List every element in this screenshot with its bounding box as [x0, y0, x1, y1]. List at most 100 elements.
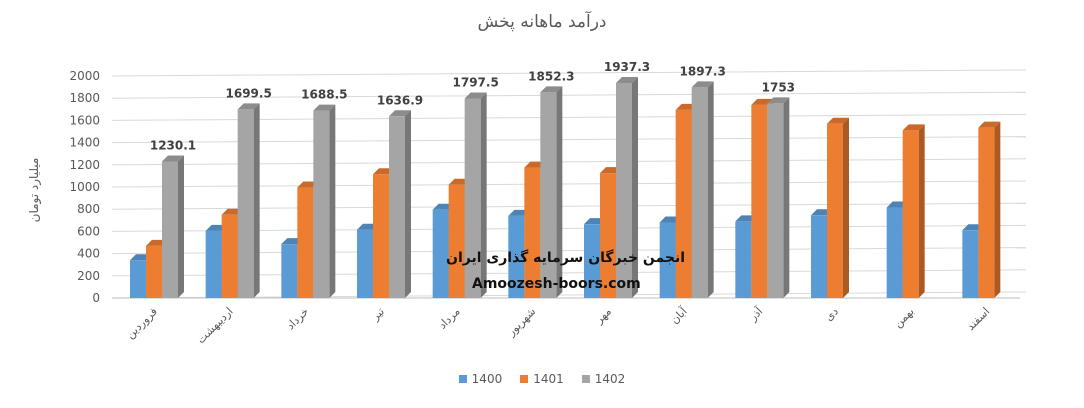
data-label: 1636.9: [377, 93, 423, 107]
x-tick-label: شهریور: [504, 305, 538, 339]
gridline: [111, 202, 1027, 210]
bar-1401: [902, 130, 919, 298]
y-tick-label: 400: [77, 247, 100, 261]
legend: 1400 1401 1402: [0, 372, 1084, 386]
x-tick-label: اردیبهشت: [194, 305, 235, 346]
y-tick-label: 800: [77, 202, 100, 216]
bar-top: [237, 103, 260, 110]
gridline: [111, 91, 1027, 99]
bar-1402: [313, 110, 330, 298]
legend-label-1401: 1401: [533, 372, 564, 386]
x-tick-label: دی: [822, 305, 841, 324]
bar-1400: [432, 209, 449, 298]
x-tick-label: مهر: [592, 305, 614, 327]
bar-1400: [130, 260, 146, 298]
bar-1402: [691, 87, 708, 299]
x-tick-label: مرداد: [436, 305, 463, 332]
data-label: 1699.5: [226, 86, 272, 100]
bar-top: [162, 155, 184, 162]
bar-top: [902, 124, 925, 131]
bar-1401: [751, 104, 768, 298]
gridline: [111, 69, 1027, 77]
bar-1402: [540, 92, 557, 298]
bar-top: [767, 97, 790, 104]
bar-1400: [962, 230, 979, 298]
bar-top: [540, 86, 563, 93]
bar-side: [178, 155, 184, 298]
legend-swatch-1402: [581, 375, 590, 383]
bar-1401: [675, 109, 692, 298]
legend-swatch-1400: [458, 375, 467, 383]
x-tick-label: فروردین: [124, 305, 160, 341]
y-tick-label: 2000: [69, 69, 100, 83]
x-tick-label: اسفند: [964, 305, 992, 333]
chart-title: درآمد ماهانه پخش: [477, 12, 607, 32]
bar-1402: [237, 109, 254, 298]
bar-1401: [448, 184, 465, 298]
bar-side: [405, 110, 411, 298]
bar-side: [480, 92, 487, 298]
gridline: [111, 158, 1027, 166]
bar-1400: [508, 215, 525, 298]
data-label: 1230.1: [150, 138, 196, 152]
x-tick-label: آذر: [745, 304, 766, 325]
bar-top: [978, 121, 1001, 128]
bar-1402: [464, 98, 481, 298]
bar-side: [253, 103, 260, 298]
y-tick-label: 1600: [69, 113, 100, 127]
x-tick-label: آبان: [667, 304, 690, 327]
y-tick-label: 200: [77, 269, 100, 283]
data-label: 1937.3: [604, 60, 650, 74]
bar-side: [632, 76, 638, 298]
data-label: 1753: [762, 80, 795, 94]
data-label: 1852.3: [528, 69, 574, 83]
y-tick-label: 1400: [69, 136, 100, 150]
legend-item-1401: 1401: [520, 372, 564, 386]
bar-1400: [886, 207, 903, 298]
bar-1400: [205, 230, 222, 298]
y-tick-label: 0: [92, 291, 100, 305]
gridline: [111, 180, 1027, 188]
x-tick-label: تیر: [368, 305, 387, 324]
data-label: 1897.3: [680, 64, 726, 78]
bar-side: [994, 121, 1001, 299]
gridline: [111, 247, 1027, 255]
bar-1400: [735, 221, 752, 298]
bar-side: [556, 86, 563, 298]
bar-1402: [389, 116, 405, 298]
gridline: [111, 113, 1027, 121]
legend-swatch-1401: [520, 375, 529, 383]
bar-side: [329, 104, 336, 298]
bar-1400: [659, 222, 676, 298]
bar-top: [389, 110, 411, 117]
y-tick-label: 600: [77, 224, 100, 238]
legend-item-1400: 1400: [458, 372, 503, 386]
bar-1401: [524, 167, 541, 298]
bar-side: [783, 97, 790, 299]
bar-top: [691, 81, 714, 88]
bar-1400: [811, 215, 827, 298]
bar-side: [843, 117, 849, 298]
gridline: [111, 291, 1027, 299]
data-label: 1797.5: [453, 75, 499, 89]
y-tick-label: 1800: [69, 91, 100, 105]
bar-1401: [221, 214, 238, 298]
gridline: [111, 224, 1027, 232]
bar-1402: [616, 82, 632, 298]
bar-top: [827, 117, 849, 124]
bar-side: [918, 124, 925, 298]
bar-1402: [767, 103, 784, 299]
gridline: [111, 269, 1027, 277]
bar-top: [313, 104, 336, 111]
bar-1401: [600, 173, 616, 298]
legend-label-1400: 1400: [471, 372, 503, 386]
legend-label-1402: 1402: [594, 372, 626, 386]
watermark-title: انجمن خبرگان سرمایه گذاری ایران: [446, 250, 686, 266]
watermark-url: Amoozesh-boors.com: [472, 276, 641, 292]
bar-1402: [162, 161, 178, 298]
bar-1401: [373, 174, 389, 298]
data-label: 1688.5: [301, 88, 347, 102]
bar-1401: [978, 127, 995, 299]
y-tick-label: 1200: [69, 158, 100, 172]
